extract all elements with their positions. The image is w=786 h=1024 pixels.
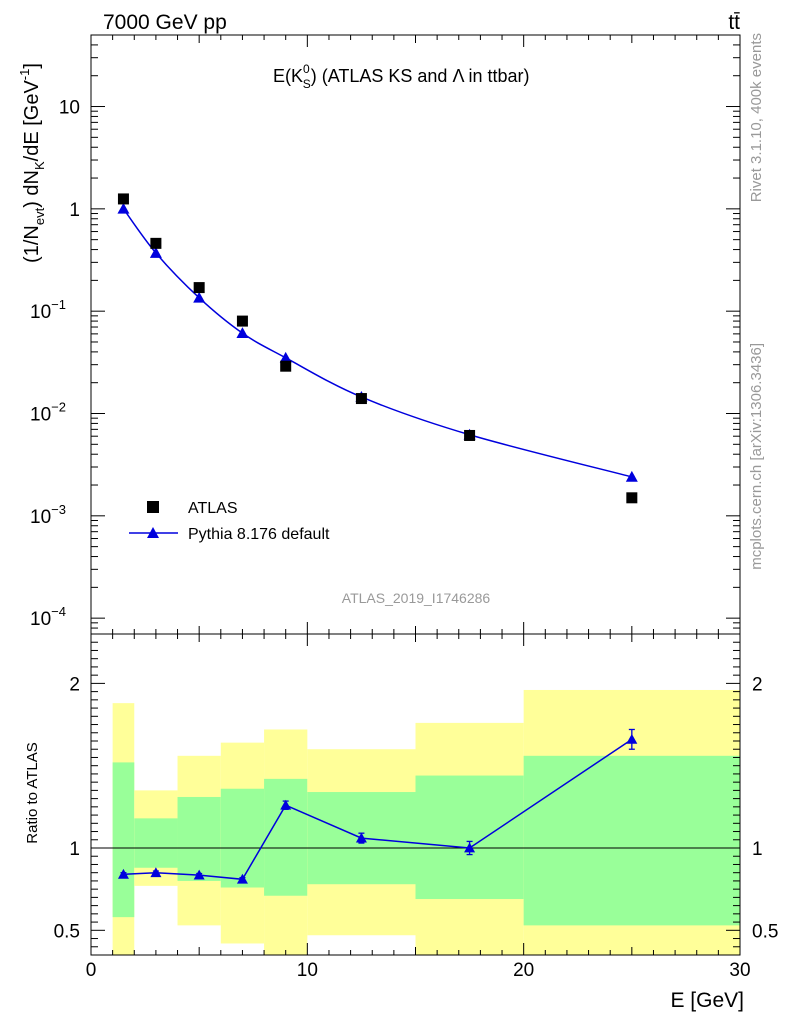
ratio-y-tick-label-right: 0.5 <box>752 921 778 942</box>
legend-pythia-label: Pythia 8.176 default <box>188 526 330 543</box>
atlas-point <box>150 237 162 249</box>
energy-label: 7000 GeV pp <box>103 11 227 34</box>
atlas-point <box>464 429 476 441</box>
ratio-pythia-point <box>117 868 129 879</box>
ratio-pythia-point <box>150 867 162 878</box>
ratio-y-tick-label: 0.5 <box>54 921 80 942</box>
main-y-tick-label: 10−2 <box>30 399 66 425</box>
pythia-line <box>122 208 633 478</box>
x-tick-label: 10 <box>297 960 318 981</box>
ratio-y-tick-label: 2 <box>69 674 80 695</box>
main-y-tick-label: 10−3 <box>30 502 66 528</box>
ratio-plot-area: 0 10 20 300.5 0.51 12 2 <box>54 633 778 981</box>
pythia-point <box>117 202 130 214</box>
ratio-pythia-line <box>123 738 633 881</box>
pythia-point <box>193 291 206 303</box>
x-tick-label: 30 <box>729 960 750 981</box>
pythia-point <box>279 351 292 363</box>
ratio-pythia-point <box>236 873 248 884</box>
rivet-version-label: Rivet 3.1.10, 400k events <box>748 33 765 202</box>
legend: ATLAS Pythia 8.176 default <box>129 500 330 543</box>
ratio-pythia-point <box>464 842 476 853</box>
svg-text:(1/Nevt) dNK/dE [GeV-1]: (1/Nevt) dNK/dE [GeV-1] <box>17 63 47 263</box>
atlas-point <box>117 193 129 205</box>
mcplots-label: mcplots.cern.ch [arXiv:1306.3436] <box>748 343 765 570</box>
atlas-point <box>236 315 248 327</box>
legend-pythia-marker <box>147 527 159 538</box>
main-y-tick-label: 10−4 <box>30 604 66 630</box>
main-y-tick-label: 10 <box>59 98 80 119</box>
legend-atlas-marker <box>147 501 159 513</box>
ratio-y-tick-label-right: 2 <box>752 674 763 695</box>
ratio-uncertainty-bands <box>112 689 740 955</box>
ratio-band-green <box>134 818 178 868</box>
ratio-band-green <box>264 778 308 896</box>
atlas-point <box>193 282 205 294</box>
ratio-pythia-point <box>193 869 205 880</box>
ratio-band-green <box>177 796 221 881</box>
ratio-band-green <box>112 762 135 918</box>
pythia-point <box>625 470 638 482</box>
pythia-point <box>149 247 162 258</box>
ratio-band-green <box>415 775 524 900</box>
ratio-y-axis-label: Ratio to ATLAS <box>24 742 41 843</box>
main-plot-area: 10 1 10−1 10−2 10−3 10−4 <box>30 34 741 635</box>
atlas-point <box>626 492 638 504</box>
x-tick-label: 0 <box>86 960 97 981</box>
x-axis-label: E [GeV] <box>670 989 744 1012</box>
ratio-pythia-point <box>355 832 367 843</box>
ratio-pythia-point <box>626 733 638 744</box>
pythia-point <box>236 327 249 338</box>
ratio-band-green <box>523 755 740 926</box>
main-y-tick-label: 1 <box>69 200 80 221</box>
x-tick-label: 20 <box>513 960 534 981</box>
process-label: tt̄ <box>728 11 740 34</box>
main-title: E(K0 S) (ATLAS KS and Λ in ttbar) <box>273 62 530 91</box>
atlas-point <box>280 360 292 372</box>
ratio-band-green <box>220 788 265 888</box>
main-frame <box>90 34 741 635</box>
ratio-y-tick-label-right: 1 <box>752 839 763 860</box>
ratio-pythia-point <box>280 799 292 810</box>
atlas-point <box>355 393 367 405</box>
main-y-axis-label: (1/Nevt) dNK/dE [GeV-1] <box>17 63 47 263</box>
main-y-tick-label: 10−1 <box>30 297 66 323</box>
analysis-tag: ATLAS_2019_I1746286 <box>342 590 491 606</box>
ratio-y-tick-label: 1 <box>69 839 80 860</box>
legend-atlas-label: ATLAS <box>188 500 238 517</box>
